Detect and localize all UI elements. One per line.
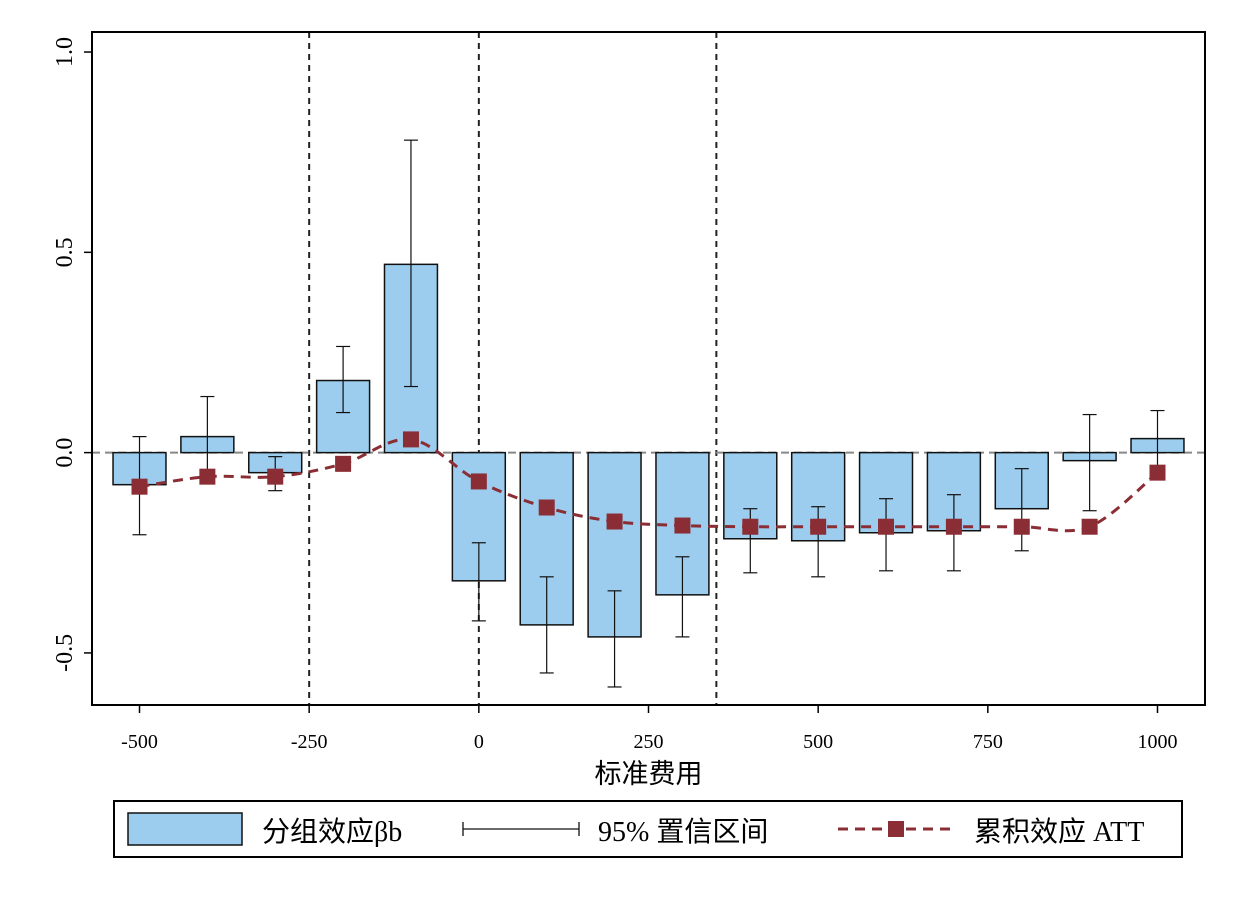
- x-tick-label: 250: [634, 731, 664, 753]
- legend-frame: [113, 800, 1183, 858]
- error-bar--200: [336, 345, 351, 414]
- x-axis-title: 标准费用: [595, 759, 703, 789]
- reference-lines: [92, 32, 1205, 705]
- att-marker-100: [538, 499, 555, 516]
- att-marker-0: [470, 473, 487, 490]
- att-marker-1000: [1149, 464, 1166, 481]
- error-bar-500: [811, 506, 826, 578]
- y-tick-label: 0.5: [52, 237, 78, 267]
- legend-label-ci: 95% 置信区间: [598, 816, 768, 848]
- y-tick-label: 1.0: [52, 37, 78, 67]
- plot-frame: [91, 31, 1206, 706]
- att-marker-500: [810, 518, 827, 535]
- att-marker--500: [131, 478, 148, 495]
- y-tick-label: -0.5: [52, 634, 78, 672]
- legend-errorbar-swatch: [462, 822, 580, 836]
- error-bar--100: [403, 139, 418, 388]
- att-marker-300: [674, 517, 691, 534]
- att-marker--400: [199, 468, 216, 485]
- x-tick-label: 1000: [1137, 731, 1177, 753]
- att-marker--300: [267, 468, 284, 485]
- x-tick-label: -500: [121, 731, 158, 753]
- bars: [112, 263, 1185, 638]
- legend-label-att: 累积效应 ATT: [974, 816, 1144, 848]
- legend-label-bars: 分组效应βb: [262, 816, 402, 848]
- legend-line-marker: [888, 821, 904, 837]
- att-marker--100: [402, 431, 419, 448]
- x-tick-label: -250: [291, 731, 328, 753]
- error-bar-200: [607, 590, 622, 688]
- att-marker-600: [878, 518, 895, 535]
- att-marker-400: [742, 518, 759, 535]
- error-bar-900: [1082, 413, 1097, 512]
- y-tick-label: 0.0: [52, 438, 78, 468]
- att-line: [131, 431, 1166, 535]
- error-bars: [132, 139, 1165, 688]
- x-tick-label: 750: [973, 731, 1003, 753]
- att-marker-700: [945, 518, 962, 535]
- error-bar-600: [879, 498, 894, 572]
- x-tick-label: 500: [803, 731, 833, 753]
- x-tick-label: 0: [474, 731, 484, 753]
- att-marker--200: [335, 455, 352, 472]
- legend-bar-swatch: [127, 812, 243, 846]
- att-line-path: [139, 437, 1159, 533]
- att-marker-200: [606, 513, 623, 530]
- att-marker-900: [1081, 518, 1098, 535]
- error-bar-800: [1014, 468, 1029, 552]
- axes: -500 -250 0 250 500 750 1000 -0.5 0.0 0.5 1.0 标准费用: [52, 31, 1206, 789]
- error-bar-300: [675, 556, 690, 638]
- att-marker-800: [1013, 518, 1030, 535]
- error-bar-100: [539, 576, 554, 674]
- error-bar-0: [471, 542, 486, 622]
- legend: 分组效应βb 95% 置信区间 累积效应 ATT: [113, 800, 1183, 858]
